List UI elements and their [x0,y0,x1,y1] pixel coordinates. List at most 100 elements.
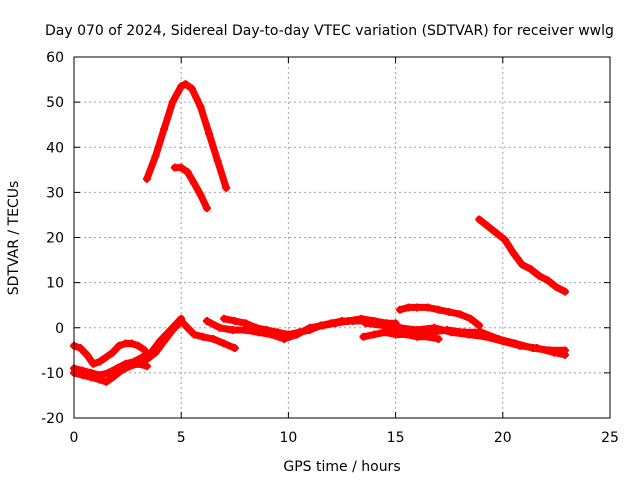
data-point [87,373,96,382]
x-tick-label: 5 [177,430,186,446]
data-point [430,323,439,332]
data-point [95,375,104,384]
data-point [423,303,432,312]
data-point [395,323,404,332]
data-point [434,305,443,314]
series-trace [70,360,151,386]
data-point [190,179,199,188]
chart-title: Day 070 of 2024, Sidereal Day-to-day VTE… [45,23,614,39]
data-point [142,362,151,371]
y-tick-label: 50 [46,95,64,111]
grid [74,57,610,418]
data-point [172,319,181,328]
data-point [560,350,569,359]
x-tick-label: 25 [601,430,619,446]
data-point [241,319,250,328]
y-tick-label: 60 [46,50,64,66]
data-point [445,307,454,316]
series-trace [171,164,211,212]
data-point [222,183,231,192]
data-point [134,341,143,350]
x-axis-title: GPS time / hours [283,459,400,475]
y-tick-label: 10 [46,276,64,292]
data-point [82,350,91,359]
data-point [526,265,535,274]
data-point [190,330,199,339]
data-point [125,362,134,371]
data-point [102,353,111,362]
data-point [535,271,544,280]
y-tick-label: 40 [46,140,64,156]
data-point [338,316,346,325]
data-point [262,326,271,335]
data-point [413,332,422,341]
y-tick-label: 0 [55,321,64,337]
data-point [187,84,196,93]
data-point [196,102,205,111]
series-arc-late-upper [395,303,484,330]
y-tick-label: -20 [41,411,64,427]
data-point [215,323,224,332]
data-point [252,323,261,332]
data-point [104,368,113,377]
y-tick-label: 20 [46,231,64,247]
data-point [550,348,559,357]
data-point [202,316,211,325]
data-point [155,337,164,346]
data-point [168,98,177,107]
data-point [533,344,542,353]
data-point [518,260,527,269]
series-arc-early-c [70,359,151,386]
data-point [164,328,173,337]
y-axis-title: SDTVAR / TECUs [6,181,22,296]
x-tick-label: 15 [387,430,405,446]
data-point [370,330,379,339]
data-point [177,82,186,91]
data-point [230,344,239,353]
data-point [413,326,422,335]
data-point [391,330,400,339]
data-point [127,339,136,348]
data-point [205,129,214,138]
data-point [142,174,151,183]
data-point [183,323,192,332]
data-point [383,319,392,328]
data-point [89,359,98,368]
data-point [395,305,404,314]
data-point [78,371,87,380]
data-point [181,80,190,89]
data-point [220,314,229,323]
data-point [102,377,111,386]
data-point [108,348,117,357]
data-point [134,359,143,368]
data-series [70,80,569,386]
series-arc-late-high [475,215,569,296]
data-point [196,190,205,199]
data-point [434,335,443,344]
data-point [213,156,222,165]
data-point [241,326,250,335]
data-point [475,215,484,224]
data-point [464,330,473,339]
data-point [370,319,379,328]
data-point [177,163,186,172]
data-point [475,321,484,330]
data-point [515,341,524,350]
data-point [413,303,422,312]
data-point [455,310,464,319]
data-point [117,366,126,375]
data-point [327,319,336,328]
data-point [295,328,304,337]
data-point [359,332,368,341]
data-point [391,319,400,328]
data-point [500,235,509,244]
data-point [492,228,501,237]
data-point [481,332,490,341]
data-point [151,152,160,161]
data-point [543,276,552,285]
data-point [95,357,104,366]
data-point [447,328,456,337]
data-point [177,314,186,323]
y-tick-label: 30 [46,185,64,201]
